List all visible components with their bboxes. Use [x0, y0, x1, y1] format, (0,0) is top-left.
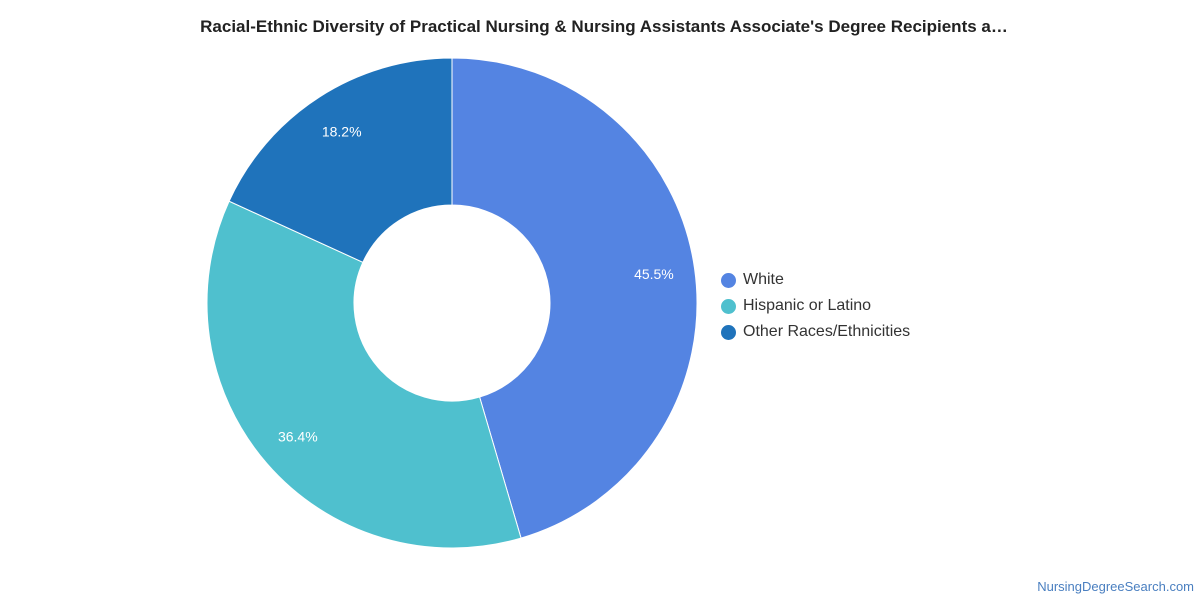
slice-value-label: 18.2% [322, 123, 362, 139]
legend-swatch [721, 324, 736, 340]
slice-value-label: 36.4% [278, 429, 318, 445]
slice-other-races-ethnicities[interactable] [228, 57, 453, 263]
legend: White Hispanic or Latino Other Races/Eth… [721, 267, 910, 345]
legend-item-white[interactable]: White [721, 267, 910, 293]
legend-swatch [721, 272, 736, 288]
slice-hispanic-or-latino[interactable] [206, 200, 522, 549]
slice-value-label: 45.5% [634, 266, 674, 282]
source-link[interactable]: NursingDegreeSearch.com [1037, 579, 1194, 594]
legend-item-other-races-ethnicities[interactable]: Other Races/Ethnicities [721, 319, 910, 345]
legend-label: Hispanic or Latino [743, 297, 872, 314]
legend-item-hispanic-or-latino[interactable]: Hispanic or Latino [721, 293, 910, 319]
legend-swatch [721, 298, 736, 314]
chart-title: Racial-Ethnic Diversity of Practical Nur… [200, 17, 1008, 36]
slice-white[interactable] [451, 57, 698, 539]
legend-label: White [743, 271, 784, 288]
legend-label: Other Races/Ethnicities [743, 323, 911, 340]
